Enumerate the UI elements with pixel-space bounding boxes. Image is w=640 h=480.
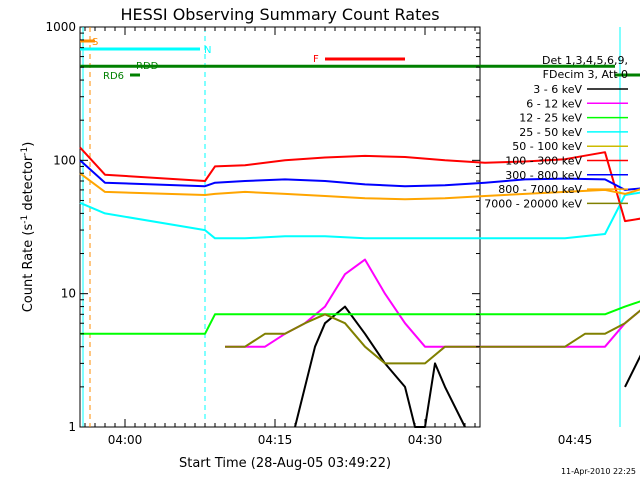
- legend-label-100-300-kev: 100 - 300 keV: [505, 155, 582, 168]
- y-tick-label-1000: 1000: [45, 20, 76, 34]
- flag-bars: S N F RDD RD6: [80, 37, 640, 82]
- y-tick-label-1: 1: [68, 420, 76, 434]
- plot-frame: [79, 26, 481, 428]
- x-tick-label-04-45: 04:45: [558, 433, 593, 447]
- y-axis-label: Count Rate (s-1 detector-1): [20, 142, 36, 313]
- plot-area: S N F RDD RD6 1 10 100 1000 04:00 04:15 04:30 04:4…: [45, 20, 640, 447]
- y-axis-label-main: Count Rate (s: [21, 224, 36, 313]
- series-line-3-6-kev: [294, 305, 640, 428]
- series-line-12-25-kev: [80, 300, 640, 335]
- series-line-100-300-kev: [79, 146, 640, 223]
- flag-label-rd6: RD6: [103, 71, 124, 82]
- legend-label-7000-20000-kev: 7000 - 20000 keV: [484, 197, 582, 210]
- legend-label-300-800-kev: 300 - 800 keV: [505, 169, 582, 182]
- series-line-800-7000-kev: [79, 172, 640, 201]
- vertical-markers: [82, 27, 621, 427]
- legend-label-6-12-kev: 6 - 12 keV: [526, 97, 582, 110]
- y-tick-label-10: 10: [61, 287, 76, 301]
- y-axis-label-mid: detector: [21, 155, 36, 215]
- legend-header-line-2: FDecim 3, Att 0: [543, 68, 628, 81]
- legend-label-12-25-kev: 12 - 25 keV: [519, 112, 582, 125]
- footer-timestamp: 11-Apr-2010 22:25: [561, 467, 636, 476]
- legend-label-3-6-kev: 3 - 6 keV: [533, 83, 582, 96]
- chart-title: HESSI Observing Summary Count Rates: [120, 5, 439, 24]
- y-axis: 1 10 100 1000: [45, 20, 480, 434]
- y-axis-label-sup1: -1: [20, 215, 30, 224]
- y-axis-label-end: ): [21, 142, 36, 147]
- series-line-6-12-kev: [225, 258, 640, 348]
- y-tick-label-100: 100: [53, 153, 76, 167]
- legend-label-50-100-kev: 50 - 100 keV: [512, 140, 582, 153]
- series-layer: [79, 146, 640, 428]
- x-tick-label-04-30: 04:30: [408, 433, 443, 447]
- series-line-300-800-kev: [79, 159, 640, 191]
- series-line-7000-20000-kev: [225, 309, 640, 365]
- legend: Det 1,3,4,5,6,9, FDecim 3, Att 0 3 - 6 k…: [484, 54, 628, 210]
- y-axis-label-sup2: -1: [20, 147, 30, 156]
- flag-label-n: N: [204, 45, 211, 56]
- x-axis-label: Start Time (28-Aug-05 03:49:22): [179, 456, 391, 471]
- legend-header-line-1: Det 1,3,4,5,6,9,: [542, 54, 628, 67]
- flag-label-f: F: [313, 54, 319, 65]
- flag-label-s: S: [92, 37, 98, 48]
- x-tick-label-04-00: 04:00: [108, 433, 143, 447]
- x-tick-label-04-15: 04:15: [258, 433, 293, 447]
- flag-label-rdd: RDD: [136, 61, 159, 72]
- series-line-25-50-kev: [79, 191, 640, 240]
- legend-label-800-7000-kev: 800 - 7000 keV: [498, 183, 582, 196]
- legend-label-25-50-kev: 25 - 50 keV: [519, 126, 582, 139]
